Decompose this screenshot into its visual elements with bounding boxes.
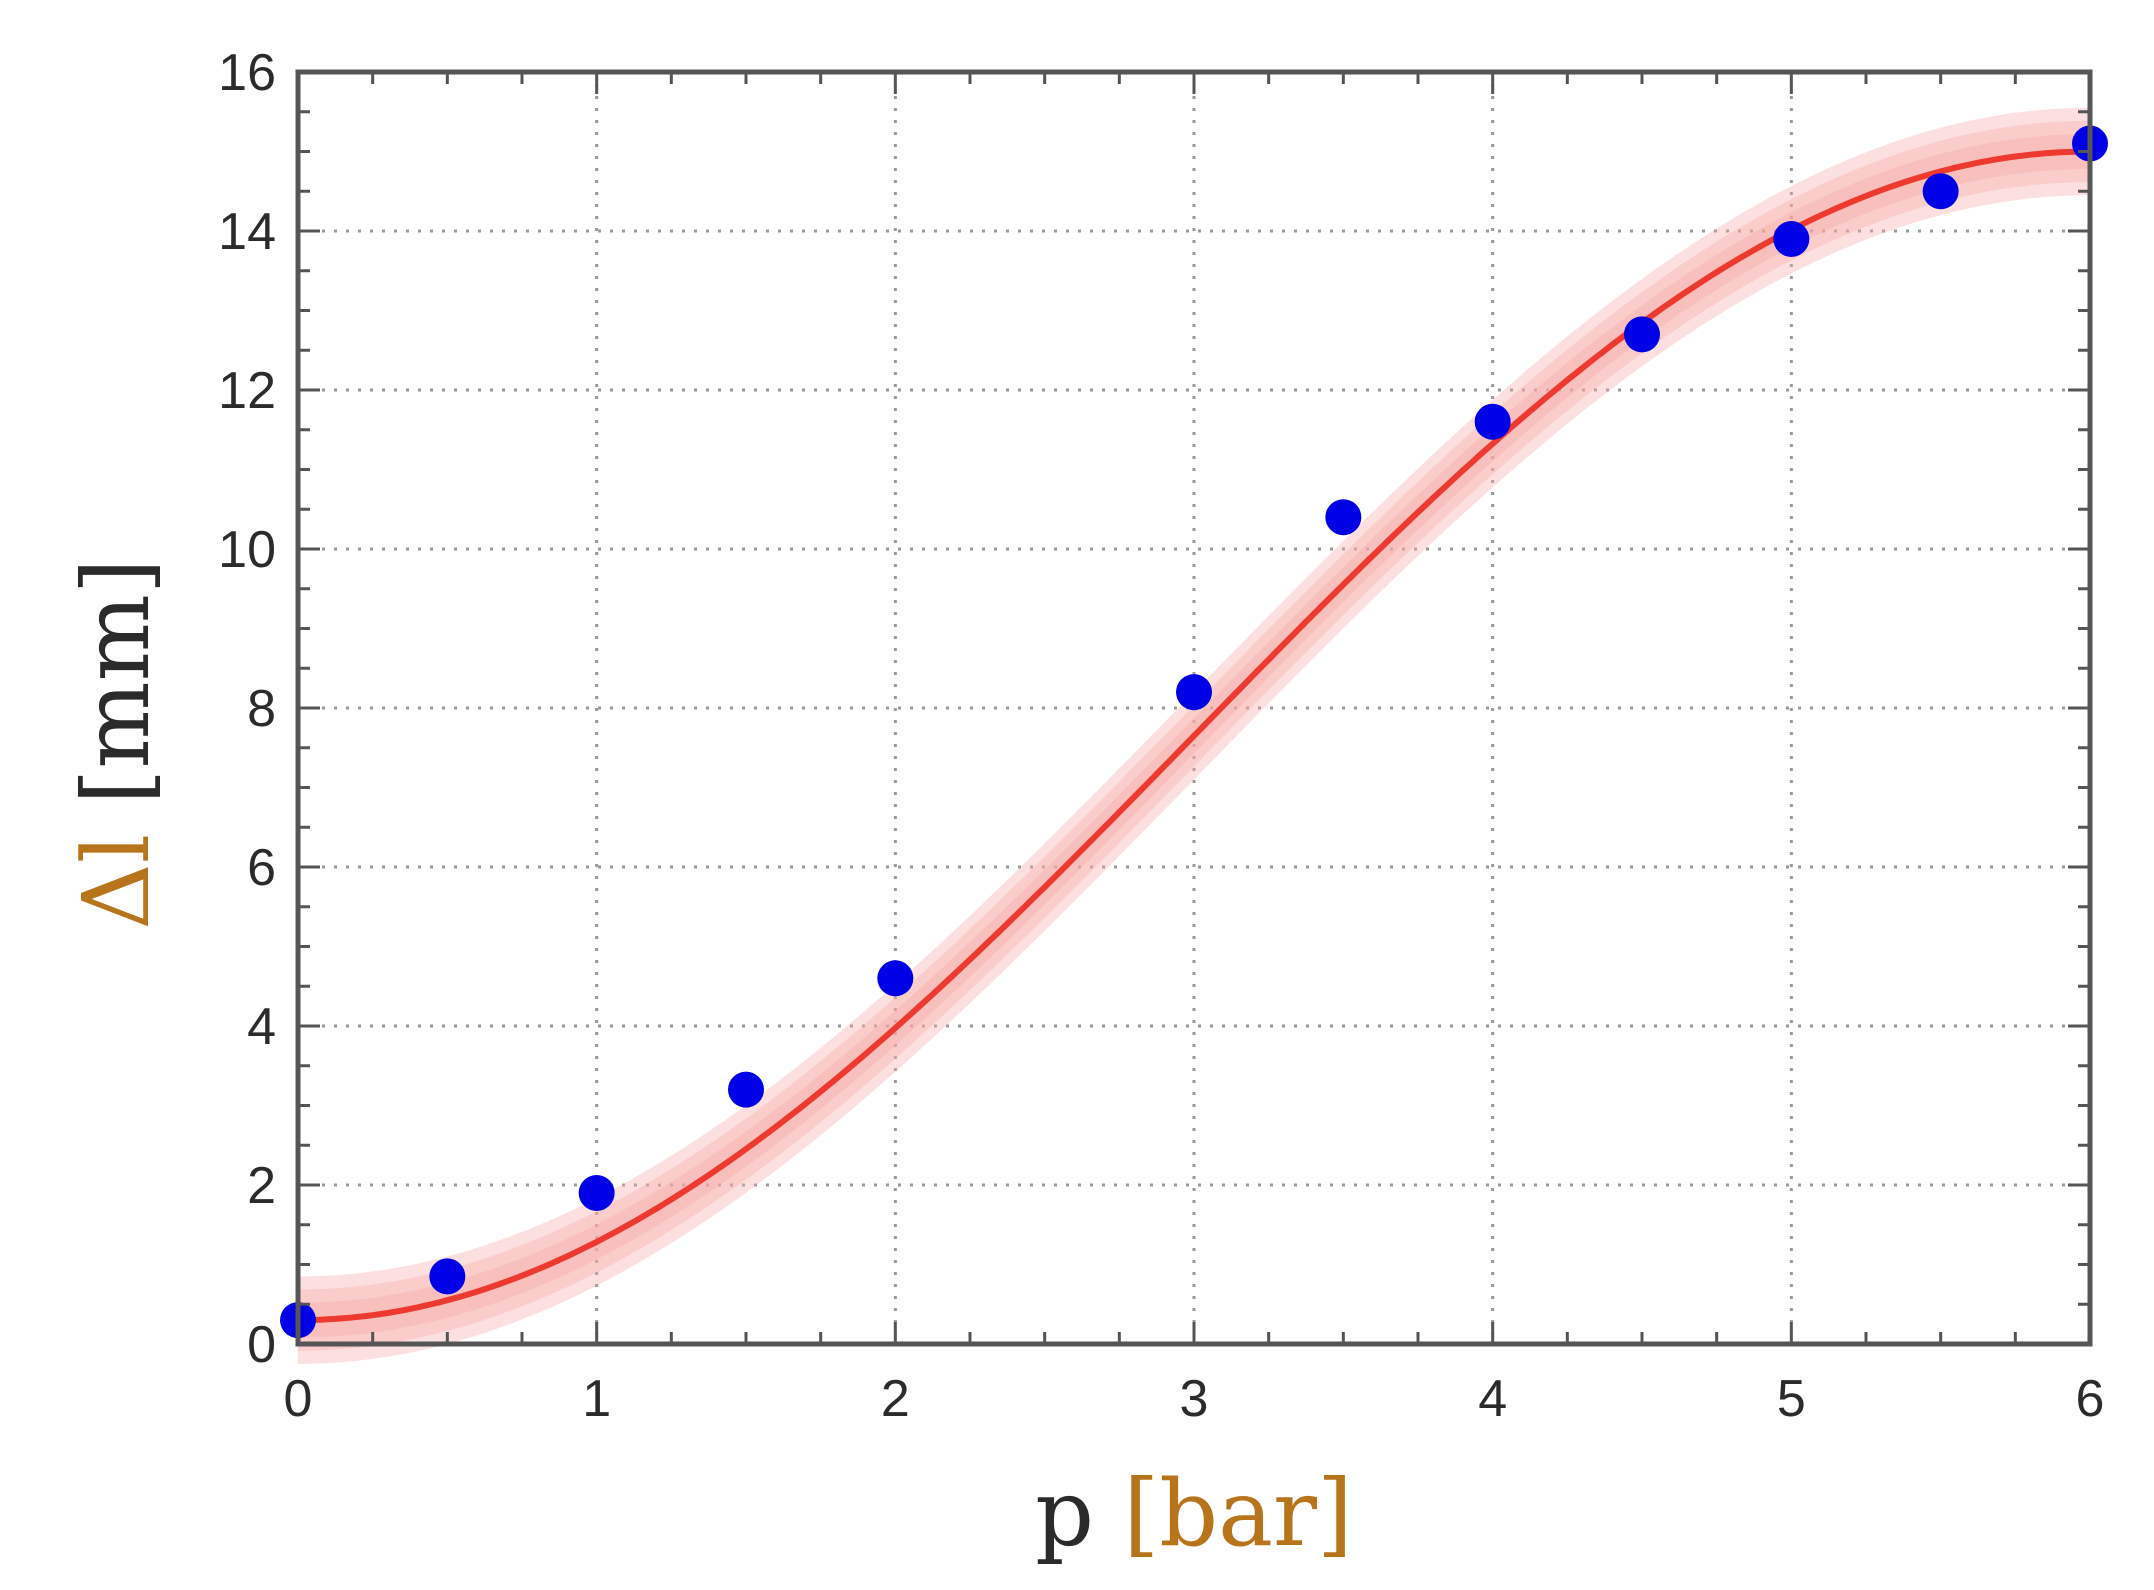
- data-points: [280, 125, 2108, 1339]
- data-point: [1325, 499, 1362, 536]
- y-tick-label: 16: [218, 44, 276, 102]
- data-point: [1474, 403, 1511, 440]
- data-point: [1773, 220, 1810, 257]
- y-tick-label: 0: [247, 1316, 276, 1374]
- y-tick-label: 8: [247, 680, 276, 738]
- x-axis-label: p [bar]: [1035, 1460, 1353, 1567]
- data-point: [1624, 316, 1660, 353]
- y-axis-unit: [mm]: [63, 558, 170, 804]
- data-point: [429, 1258, 466, 1295]
- y-axis-symbol: Δl: [63, 834, 170, 930]
- y-axis-label: Δl [mm]: [63, 558, 170, 929]
- x-tick-label: 3: [1180, 1370, 1209, 1428]
- data-point: [578, 1174, 615, 1211]
- x-tick-label: 6: [2076, 1370, 2105, 1428]
- x-tick-label: 1: [582, 1370, 611, 1428]
- y-tick-label: 6: [247, 839, 276, 897]
- data-point: [877, 960, 914, 997]
- x-axis-symbol: p: [1035, 1460, 1094, 1567]
- data-point: [1176, 674, 1212, 711]
- y-tick-label: 12: [218, 362, 276, 420]
- y-tick-label: 4: [247, 998, 276, 1056]
- y-tick-label: 10: [218, 521, 276, 579]
- x-tick-label: 4: [1478, 1370, 1507, 1428]
- y-tick-label: 2: [247, 1157, 276, 1215]
- x-tick-label: 2: [881, 1370, 910, 1428]
- data-point: [1922, 173, 1959, 210]
- data-point: [728, 1071, 764, 1108]
- x-tick-label: 5: [1777, 1370, 1806, 1428]
- axis-ticks: [296, 70, 2092, 1346]
- x-axis-unit: [bar]: [1123, 1460, 1353, 1567]
- x-tick-label: 0: [284, 1370, 313, 1428]
- y-tick-label: 14: [218, 203, 276, 261]
